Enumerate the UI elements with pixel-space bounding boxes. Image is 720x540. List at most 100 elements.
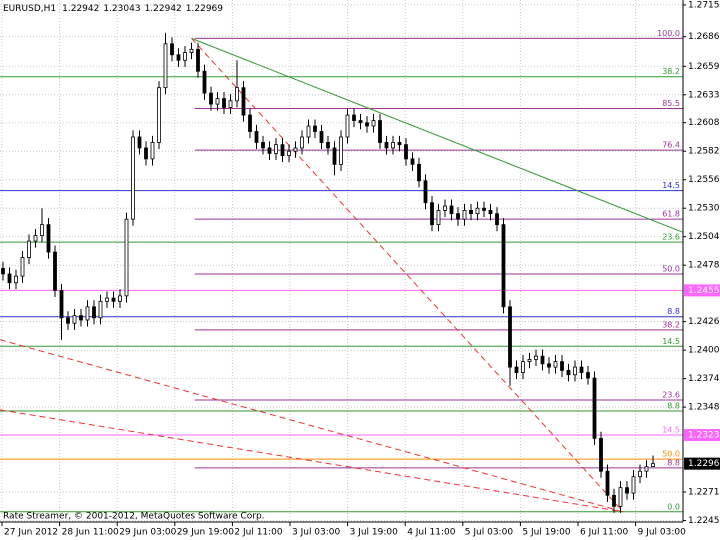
fib-label: 50.0 [662,264,680,273]
candle-body [625,487,629,494]
y-tick-label: 1.27155 [688,0,720,10]
candle-body [436,209,441,226]
candle-body [293,147,298,152]
fib-label: 8.8 [667,307,680,316]
current-price-label: 1.22969 [688,459,720,469]
candle-body [469,209,473,215]
candle-body [592,377,597,439]
candle-body [79,315,83,321]
candle-body [651,463,655,468]
y-tick-label: 1.25820 [688,147,720,157]
x-tick-label: 3 Jul 03:00 [292,528,341,538]
current-price-box [684,457,720,470]
candle-body [527,359,532,363]
x-tick-label: 5 Jul 03:00 [465,528,514,538]
candle-body [157,87,161,143]
candle-body [397,142,402,146]
candle-body [319,131,324,143]
candle-body [287,150,291,157]
fib-label: 38.2 [662,67,680,76]
candle-body [566,369,571,376]
candle-body [456,213,460,220]
candle-body [540,355,545,365]
y-tick-label: 1.24005 [688,346,720,356]
candle-body [254,131,259,143]
candle-body [176,54,181,61]
candle-body [40,224,44,237]
candle-body [495,213,499,226]
candle-body [137,136,142,149]
fib-label: 100.0 [657,29,680,38]
candle-body [241,87,246,116]
candle-body [248,114,252,132]
candle-body [111,297,116,302]
candle-body [521,361,525,373]
y-tick-label: 1.24780 [688,261,720,271]
candle-body [560,361,564,371]
candle-body [618,487,623,507]
fib-label: 8.8 [667,458,680,467]
x-tick-label: 2 Jul 11:00 [234,528,283,538]
candle-body [534,355,538,360]
candle-body [482,207,486,211]
candle-body [384,142,389,149]
x-tick-label: 29 Jun 19:00 [177,528,234,538]
fib-label: 61.8 [662,210,680,219]
candle-body [131,136,135,220]
candle-body [215,98,220,105]
candle-body [85,306,90,321]
candle-body [163,43,168,89]
last-close: 1.22969 [186,4,223,14]
candle-body [631,476,636,494]
fib-label: 0.0 [667,502,680,511]
last-high: 1.23043 [103,4,140,14]
candle-body [150,142,155,160]
candle-body [46,224,51,253]
candle-body [274,144,278,154]
fib-label: 50.0 [662,450,680,459]
y-tick-label: 1.25040 [688,232,720,242]
candle-body [410,158,415,165]
candle-body [365,122,369,127]
candle-body [488,209,493,215]
candle-body [53,251,57,291]
candle-body [378,120,382,143]
candle-body [501,224,506,308]
candle-body [124,218,129,297]
candle-body [189,48,194,53]
fib-label: 8.8 [667,401,680,410]
candle-body [586,372,590,379]
candle-body [183,52,187,61]
candle-body [300,136,304,149]
x-tick-label: 5 Jul 19:00 [522,528,571,538]
candle-body [1,268,5,275]
candle-body [144,147,148,160]
candle-body [105,297,109,302]
candle-body [332,147,337,165]
candle-body [638,470,642,478]
chart-title: EURUSD,H1 1.22942 1.23043 1.22942 1.22969 [3,4,223,14]
candle-body [196,48,200,72]
candle-body [449,205,454,215]
candle-body [228,100,233,108]
levels: 38.2 14.5 23.6 8.8 14.5 8.8 14.5 50.0 0.0 100.0 85… [0,29,683,513]
candle-body [66,317,70,324]
price-label-box [684,429,720,442]
candles [1,32,655,513]
candle-body [202,70,207,94]
candle-body [339,136,343,165]
candle-body [170,43,174,56]
last-open: 1.22942 [62,4,99,14]
x-tick-label: 4 Jul 11:00 [407,528,456,538]
fib-label: 38.2 [662,320,680,329]
candle-body [514,366,519,373]
candle-body [605,470,610,496]
y-tick-label: 1.23745 [688,374,720,384]
candle-body [612,494,616,507]
y-tick-label: 1.25300 [688,204,720,214]
price-label: 1.23230 [688,431,720,441]
fib-label: 14.5 [662,426,680,435]
price-label-box [684,284,720,297]
